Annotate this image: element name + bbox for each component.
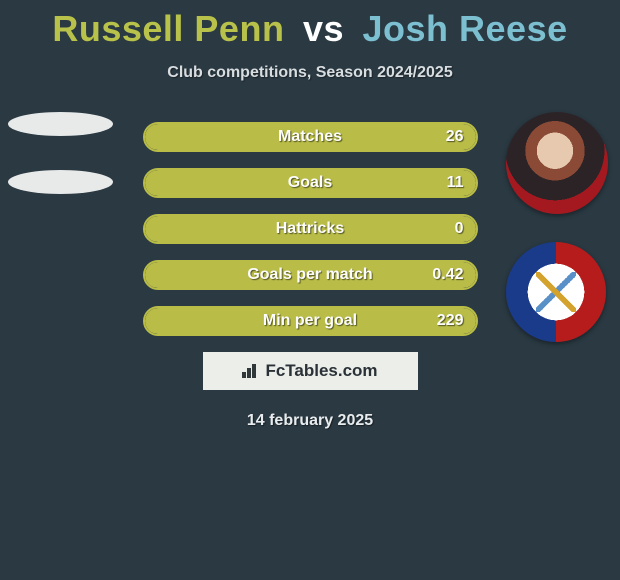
stat-bar: Goals 11 — [143, 168, 478, 198]
brand-chart-icon — [242, 364, 260, 378]
player2-avatar-column — [506, 112, 608, 342]
player1-photo-placeholder — [8, 112, 113, 136]
stat-bar: Min per goal 229 — [143, 306, 478, 336]
player2-name: Josh Reese — [363, 8, 568, 49]
subtitle: Club competitions, Season 2024/2025 — [0, 64, 620, 82]
stat-value: 229 — [437, 308, 464, 334]
stat-value: 26 — [446, 124, 464, 150]
stat-bar: Goals per match 0.42 — [143, 260, 478, 290]
stat-value: 0.42 — [432, 262, 463, 288]
player1-club-placeholder — [8, 170, 113, 194]
player2-photo — [506, 112, 608, 214]
brand-text: FcTables.com — [265, 361, 377, 381]
stat-label: Matches — [145, 124, 476, 150]
stat-bars: Matches 26 Goals 11 Hattricks 0 Goals pe… — [143, 122, 478, 336]
player1-name: Russell Penn — [52, 8, 284, 49]
stat-bar: Hattricks 0 — [143, 214, 478, 244]
stat-label: Goals — [145, 170, 476, 196]
player2-club-badge — [506, 242, 606, 342]
stat-label: Goals per match — [145, 262, 476, 288]
stat-bar: Matches 26 — [143, 122, 478, 152]
stat-value: 0 — [455, 216, 464, 242]
player1-avatar-column — [8, 112, 113, 222]
stat-label: Hattricks — [145, 216, 476, 242]
stat-label: Min per goal — [145, 308, 476, 334]
comparison-title: Russell Penn vs Josh Reese — [0, 0, 620, 50]
brand-box: FcTables.com — [203, 352, 418, 390]
stat-value: 11 — [447, 170, 464, 196]
vs-label: vs — [303, 8, 344, 49]
main-area: Matches 26 Goals 11 Hattricks 0 Goals pe… — [0, 122, 620, 430]
date-label: 14 february 2025 — [0, 412, 620, 430]
